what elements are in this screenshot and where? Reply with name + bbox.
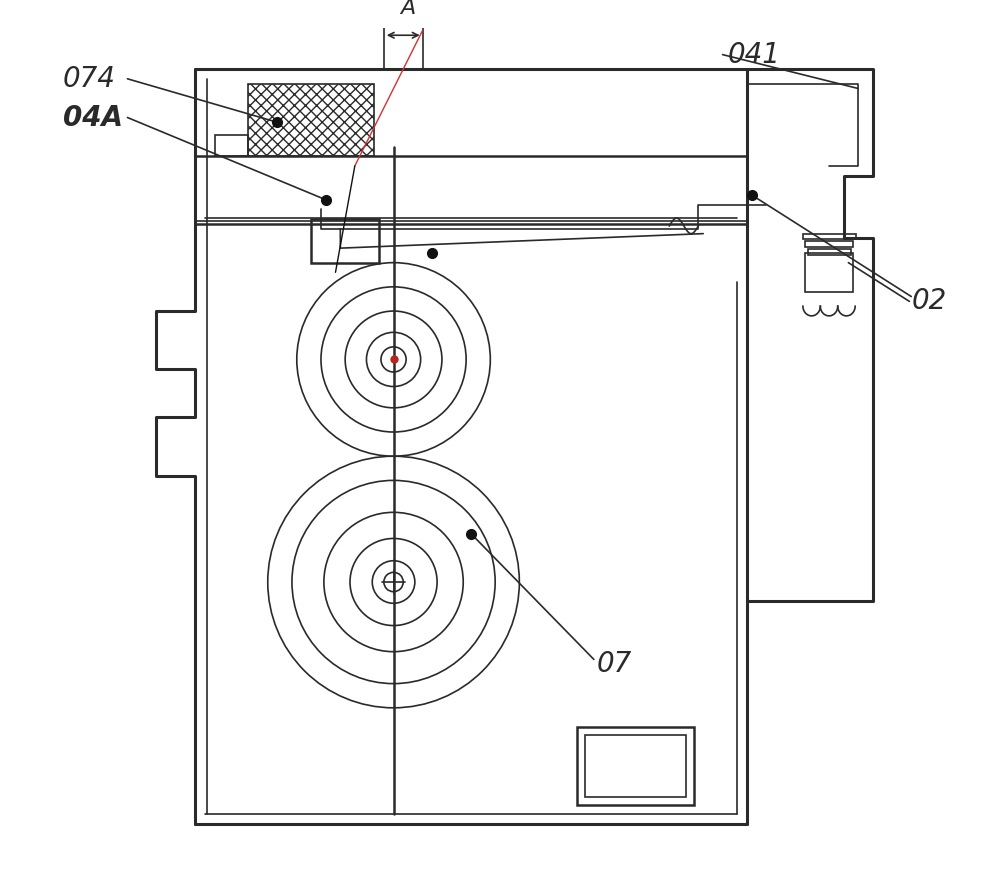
Bar (805, 253, 853, 292)
Bar (215, 135, 248, 156)
Text: 02: 02 (911, 288, 947, 316)
Text: A: A (400, 0, 416, 18)
Bar (311, 219, 379, 263)
Bar (803, 234, 856, 239)
Bar (805, 242, 853, 247)
Text: 074: 074 (63, 64, 115, 93)
Bar (808, 249, 851, 255)
Text: 07: 07 (597, 650, 632, 678)
Bar (585, 735, 686, 796)
Bar (577, 727, 694, 804)
Text: 04A: 04A (63, 103, 123, 131)
Bar (248, 84, 374, 156)
Text: 041: 041 (727, 41, 780, 69)
